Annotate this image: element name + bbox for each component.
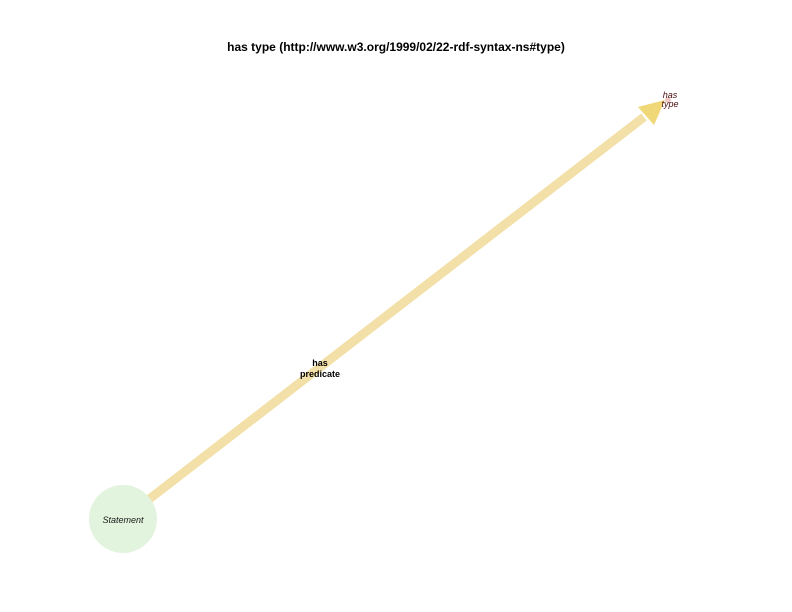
node-has-type-label-line1: has — [663, 90, 678, 100]
edge-has-predicate — [145, 113, 647, 504]
node-has-type[interactable] — [665, 97, 671, 103]
diagram-title: has type (http://www.w3.org/1999/02/22-r… — [227, 40, 565, 54]
edge-label-line2: predicate — [300, 369, 340, 379]
node-statement-label: Statement — [102, 515, 144, 525]
edge-arrowhead — [638, 100, 665, 125]
edge-label-line1: has — [312, 358, 328, 368]
node-statement[interactable] — [89, 485, 157, 553]
node-has-type-label-line2: type — [661, 99, 678, 109]
